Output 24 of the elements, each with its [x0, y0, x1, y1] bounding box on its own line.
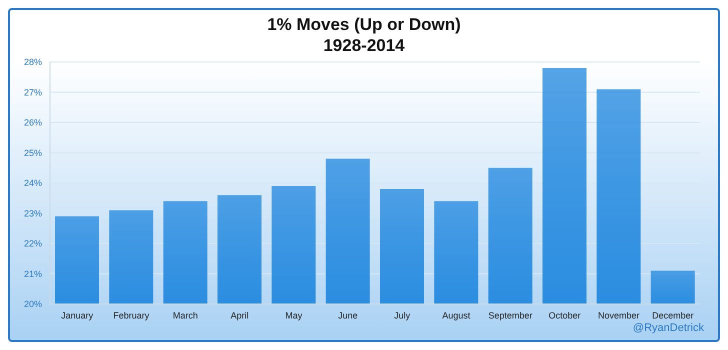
x-tick-label: March — [172, 310, 198, 320]
x-tick-label: November — [598, 310, 640, 320]
y-tick-label: 21% — [24, 268, 42, 279]
x-tick-label: June — [338, 310, 358, 320]
chart-subtitle: 1928-2014 — [322, 35, 406, 56]
y-tick-label: 23% — [24, 208, 42, 218]
y-tick-label: 28% — [24, 57, 42, 68]
x-tick-label: April — [230, 310, 249, 320]
x-tick-label: September — [488, 310, 532, 320]
x-tick-label: July — [394, 310, 411, 320]
text: @RyanDetrick — [632, 322, 704, 334]
y-tick-label: 22% — [24, 238, 42, 249]
x-tick-label: October — [548, 310, 581, 320]
x-tick-label: January — [61, 310, 94, 320]
y-tick-label: 27% — [24, 87, 42, 98]
chart-title: 1% Moves (Up or Down) — [266, 14, 462, 35]
x-tick-label: May — [285, 310, 303, 320]
y-tick-label: 26% — [24, 118, 42, 128]
x-tick-label: December — [652, 310, 694, 320]
x-tick-label: February — [113, 310, 150, 320]
x-tick-label: August — [442, 310, 471, 320]
y-tick-label: 24% — [24, 178, 42, 188]
y-tick-label: 20% — [24, 299, 42, 310]
y-tick-label: 25% — [24, 148, 42, 158]
